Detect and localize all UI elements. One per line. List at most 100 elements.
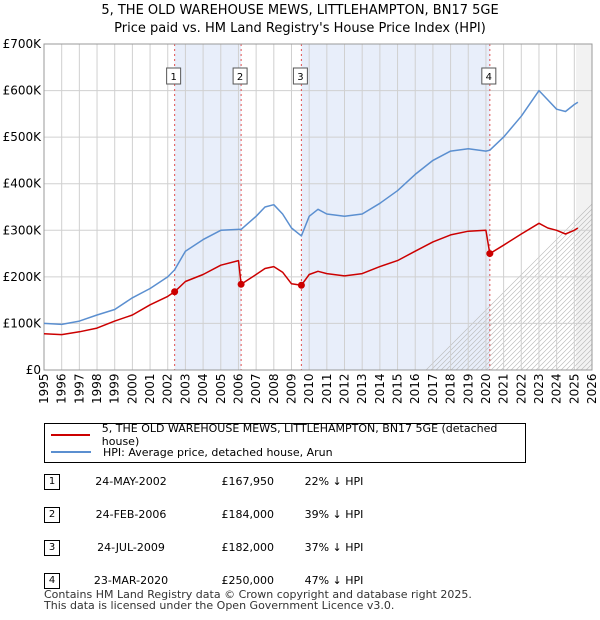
x-tick-label: 1999	[108, 373, 122, 404]
x-tick-label: 2018	[444, 373, 458, 404]
y-tick-label: £400K	[3, 177, 43, 191]
forecast-hatch	[596, 44, 600, 370]
transaction-hpi-diff: 22% ↓ HPI	[304, 475, 364, 488]
x-tick-label: 2023	[532, 373, 546, 404]
x-tick-label: 2000	[125, 373, 139, 404]
footer-line-2: This data is licensed under the Open Gov…	[44, 599, 395, 612]
x-tick-label: 2019	[461, 373, 475, 404]
transaction-date: 24-MAY-2002	[95, 475, 167, 488]
transaction-point	[237, 280, 245, 288]
x-tick-label: 2005	[214, 373, 228, 404]
x-tick-label: 2013	[355, 373, 369, 404]
x-tick-label: 2009	[284, 373, 298, 404]
x-tick-label: 2015	[391, 373, 405, 404]
transaction-point	[297, 281, 305, 289]
y-tick-label: £0	[26, 363, 41, 377]
table-row: 2 24-FEB-2006 £184,000 39% ↓ HPI	[44, 507, 444, 523]
transaction-hpi-diff: 37% ↓ HPI	[304, 541, 364, 554]
forecast-hatch	[510, 288, 592, 370]
x-tick-label: 2008	[267, 373, 281, 404]
transaction-date: 24-JUL-2009	[97, 541, 165, 554]
x-tick-label: 2022	[514, 373, 528, 404]
forecast-hatch	[425, 203, 592, 370]
x-tick-label: 2007	[249, 373, 263, 404]
table-row: 4 23-MAR-2020 £250,000 47% ↓ HPI	[44, 573, 444, 589]
x-tick-label: 2006	[231, 373, 245, 404]
forecast-region	[576, 44, 592, 370]
transaction-label: 3	[297, 72, 303, 83]
transaction-hpi-diff: 39% ↓ HPI	[304, 508, 364, 521]
transaction-label: 1	[170, 72, 176, 83]
y-tick-label: £600K	[3, 84, 43, 98]
forecast-hatch	[460, 238, 592, 370]
transaction-label-box	[232, 67, 248, 85]
transaction-label-box	[292, 67, 308, 85]
forecast-hatch	[475, 253, 592, 370]
transaction-label: 2	[237, 72, 243, 83]
forecast-hatch	[440, 218, 592, 370]
x-tick-label: 2024	[550, 373, 564, 404]
transaction-number: 4	[44, 573, 60, 589]
forecast-hatch	[505, 283, 592, 370]
legend-label-hpi: HPI: Average price, detached house, Arun	[103, 445, 333, 459]
ownership-band	[174, 44, 242, 370]
x-tick-label: 2002	[161, 373, 175, 404]
footer-line-1: Contains HM Land Registry data © Crown c…	[44, 588, 472, 601]
x-tick-label: 2010	[302, 373, 316, 404]
transaction-label-box	[481, 67, 497, 85]
transaction-label: 4	[486, 72, 492, 83]
forecast-hatch	[530, 308, 592, 370]
legend-item-hpi: HPI: Average price, detached house, Arun	[51, 444, 333, 460]
x-tick-label: 2026	[585, 373, 599, 404]
forecast-hatch	[515, 293, 592, 370]
legend-swatch-hpi	[51, 451, 91, 453]
transaction-date: 23-MAR-2020	[93, 574, 169, 587]
x-tick-label: 1995	[37, 373, 51, 404]
x-tick-label: 1997	[72, 373, 86, 404]
transaction-point	[171, 288, 179, 296]
transaction-number: 3	[44, 540, 60, 556]
chart-legend: 5, THE OLD WAREHOUSE MEWS, LITTLEHAMPTON…	[44, 422, 526, 463]
x-tick-label: 2017	[426, 373, 440, 404]
plot-border	[43, 43, 593, 371]
property-series-line	[43, 222, 579, 336]
table-row: 3 24-JUL-2009 £182,000 37% ↓ HPI	[44, 540, 444, 556]
footer-attribution: Contains HM Land Registry data © Crown c…	[44, 589, 472, 611]
y-tick-label: £100K	[3, 316, 43, 330]
forecast-hatch	[470, 248, 592, 370]
forecast-hatch	[480, 258, 592, 370]
x-tick-label: 2003	[178, 373, 192, 404]
x-tick-label: 2001	[143, 373, 157, 404]
hpi-series-line	[43, 89, 579, 326]
price-chart: 1 2 3 4 £0 £100K £200K £300K £400K £500K £600K £700…	[3, 37, 600, 404]
y-tick-label: £700K	[3, 37, 43, 51]
y-tick-label: £200K	[3, 270, 43, 284]
chart-subtitle: Price paid vs. HM Land Registry's House …	[114, 21, 486, 36]
transaction-price: £182,000	[221, 541, 275, 554]
forecast-hatch	[430, 208, 592, 370]
x-tick-label: 2004	[196, 373, 210, 404]
forecast-hatch	[525, 303, 592, 370]
forecast-hatch	[500, 278, 592, 370]
forecast-hatch	[465, 243, 592, 370]
transaction-price: £250,000	[221, 574, 275, 587]
x-tick-label: 1996	[55, 373, 69, 404]
x-tick-label: 2021	[497, 373, 511, 404]
ownership-band	[301, 44, 490, 370]
legend-item-property: 5, THE OLD WAREHOUSE MEWS, LITTLEHAMPTON…	[51, 422, 525, 448]
forecast-hatch	[435, 213, 592, 370]
transaction-label-box	[166, 67, 182, 85]
forecast-hatch	[495, 273, 592, 370]
forecast-hatch	[520, 298, 592, 370]
forecast-hatch	[490, 268, 592, 370]
y-tick-label: £500K	[3, 130, 43, 144]
transaction-price: £184,000	[221, 508, 275, 521]
x-tick-label: 2025	[567, 373, 581, 404]
x-tick-label: 2011	[320, 373, 334, 404]
transaction-point	[486, 250, 494, 258]
transaction-price: £167,950	[221, 475, 275, 488]
transaction-number: 1	[44, 474, 60, 490]
forecast-hatch	[445, 223, 592, 370]
transaction-number: 2	[44, 507, 60, 523]
forecast-hatch	[535, 313, 592, 370]
